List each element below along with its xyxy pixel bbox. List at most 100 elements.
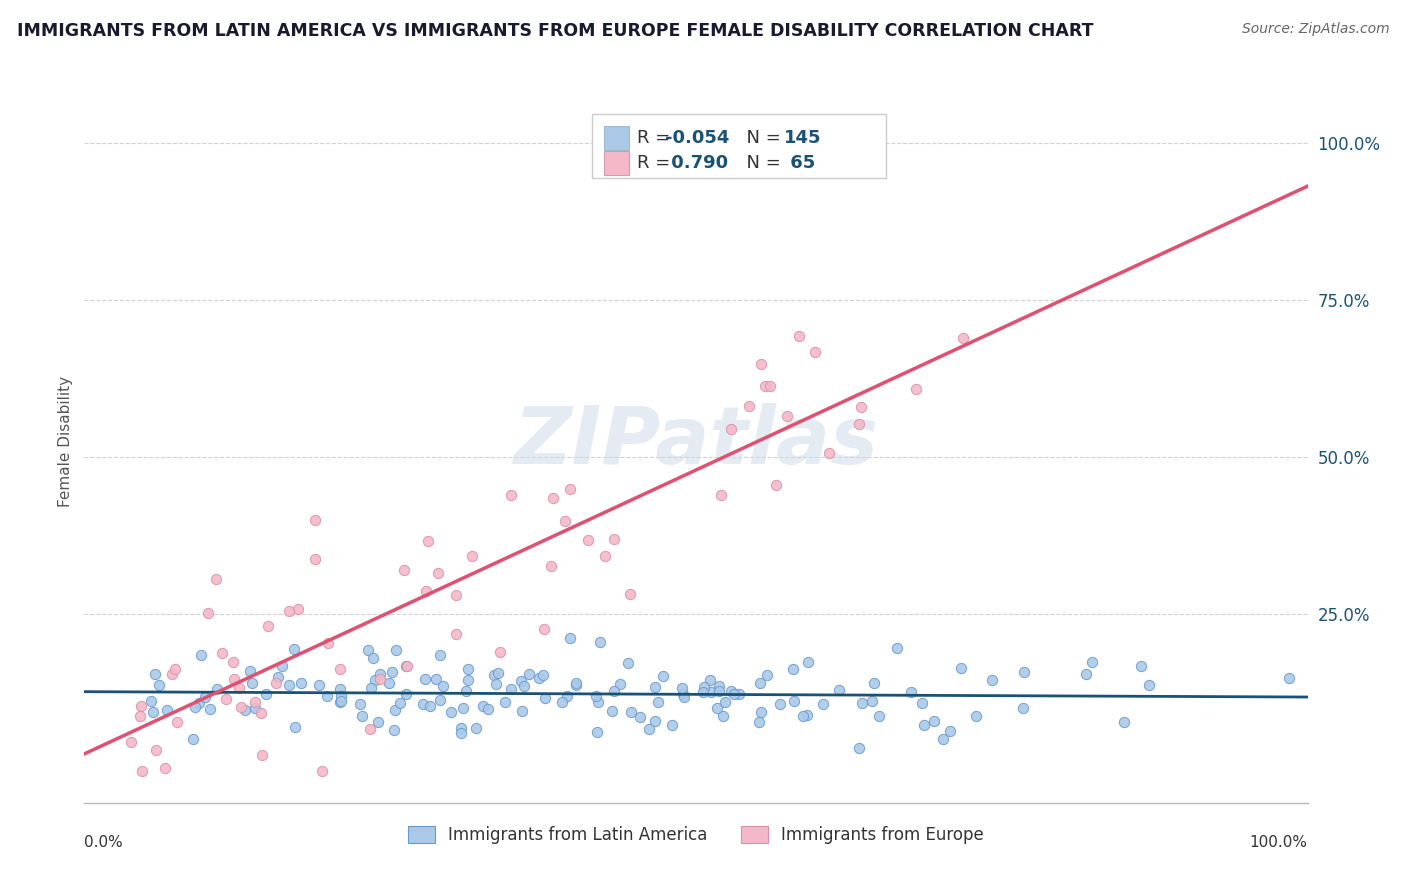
- Point: [499, 488, 522, 502]
- Point: [765, 478, 787, 492]
- Point: [720, 422, 742, 436]
- Point: [713, 695, 735, 709]
- Point: [904, 382, 927, 396]
- Point: [415, 583, 437, 598]
- Point: [585, 689, 607, 703]
- Point: [751, 357, 773, 371]
- Point: [707, 684, 730, 698]
- Point: [249, 706, 271, 721]
- Point: [540, 558, 562, 573]
- Point: [367, 714, 389, 729]
- Point: [576, 533, 599, 547]
- Point: [129, 699, 152, 714]
- Point: [488, 645, 510, 659]
- Point: [243, 695, 266, 709]
- Point: [378, 676, 401, 690]
- Point: [429, 693, 451, 707]
- Point: [394, 563, 416, 577]
- Point: [738, 399, 761, 413]
- Point: [308, 678, 330, 692]
- Point: [381, 665, 404, 680]
- Point: [647, 695, 669, 709]
- Point: [1278, 671, 1301, 685]
- Point: [148, 678, 170, 692]
- Point: [222, 655, 245, 669]
- Point: [457, 673, 479, 687]
- Point: [811, 697, 834, 711]
- Point: [644, 680, 666, 694]
- Point: [482, 668, 505, 682]
- Point: [638, 722, 661, 736]
- Point: [384, 703, 406, 717]
- Point: [457, 662, 479, 676]
- Point: [329, 681, 352, 696]
- Point: [284, 720, 307, 734]
- Point: [707, 679, 730, 693]
- Point: [190, 648, 212, 663]
- Point: [290, 676, 312, 690]
- Point: [145, 742, 167, 756]
- Text: ZIPatlas: ZIPatlas: [513, 402, 879, 481]
- Point: [900, 685, 922, 699]
- Point: [886, 641, 908, 656]
- Point: [706, 700, 728, 714]
- Point: [661, 718, 683, 732]
- Point: [198, 702, 221, 716]
- Point: [235, 702, 257, 716]
- Point: [361, 650, 384, 665]
- Point: [965, 708, 987, 723]
- Point: [534, 691, 557, 706]
- Point: [700, 685, 723, 699]
- Point: [554, 514, 576, 528]
- Point: [184, 700, 207, 714]
- Point: [949, 661, 972, 675]
- Point: [239, 665, 262, 679]
- Point: [357, 643, 380, 657]
- Point: [512, 679, 534, 693]
- Point: [952, 331, 974, 345]
- Text: 0.0%: 0.0%: [84, 835, 124, 850]
- Point: [803, 345, 825, 359]
- Point: [776, 409, 799, 424]
- Point: [796, 707, 818, 722]
- Text: R =: R =: [637, 154, 676, 172]
- Point: [557, 690, 579, 704]
- Text: N =: N =: [735, 154, 786, 172]
- Point: [228, 681, 250, 695]
- Point: [329, 662, 352, 676]
- Point: [527, 671, 550, 685]
- Point: [828, 682, 851, 697]
- FancyBboxPatch shape: [592, 114, 886, 178]
- Point: [243, 701, 266, 715]
- Point: [609, 677, 631, 691]
- Point: [782, 662, 804, 676]
- Point: [787, 329, 810, 343]
- Point: [603, 684, 626, 698]
- Point: [215, 691, 238, 706]
- Point: [616, 656, 638, 670]
- Point: [651, 669, 673, 683]
- FancyBboxPatch shape: [605, 126, 628, 150]
- Point: [510, 673, 533, 688]
- Point: [382, 723, 405, 738]
- Point: [720, 684, 742, 698]
- Point: [710, 488, 733, 502]
- Point: [565, 676, 588, 690]
- Point: [510, 704, 533, 718]
- Text: R =: R =: [637, 129, 676, 147]
- Point: [471, 699, 494, 714]
- Text: IMMIGRANTS FROM LATIN AMERICA VS IMMIGRANTS FROM EUROPE FEMALE DISABILITY CORREL: IMMIGRANTS FROM LATIN AMERICA VS IMMIGRA…: [17, 22, 1094, 40]
- FancyBboxPatch shape: [605, 151, 628, 175]
- Point: [205, 573, 228, 587]
- Point: [329, 694, 352, 708]
- Point: [425, 672, 447, 686]
- Point: [938, 724, 960, 739]
- Point: [427, 566, 450, 581]
- Point: [287, 602, 309, 616]
- Point: [531, 668, 554, 682]
- Point: [368, 672, 391, 686]
- Point: [419, 698, 441, 713]
- Point: [517, 666, 540, 681]
- Point: [603, 533, 626, 547]
- Point: [922, 714, 945, 729]
